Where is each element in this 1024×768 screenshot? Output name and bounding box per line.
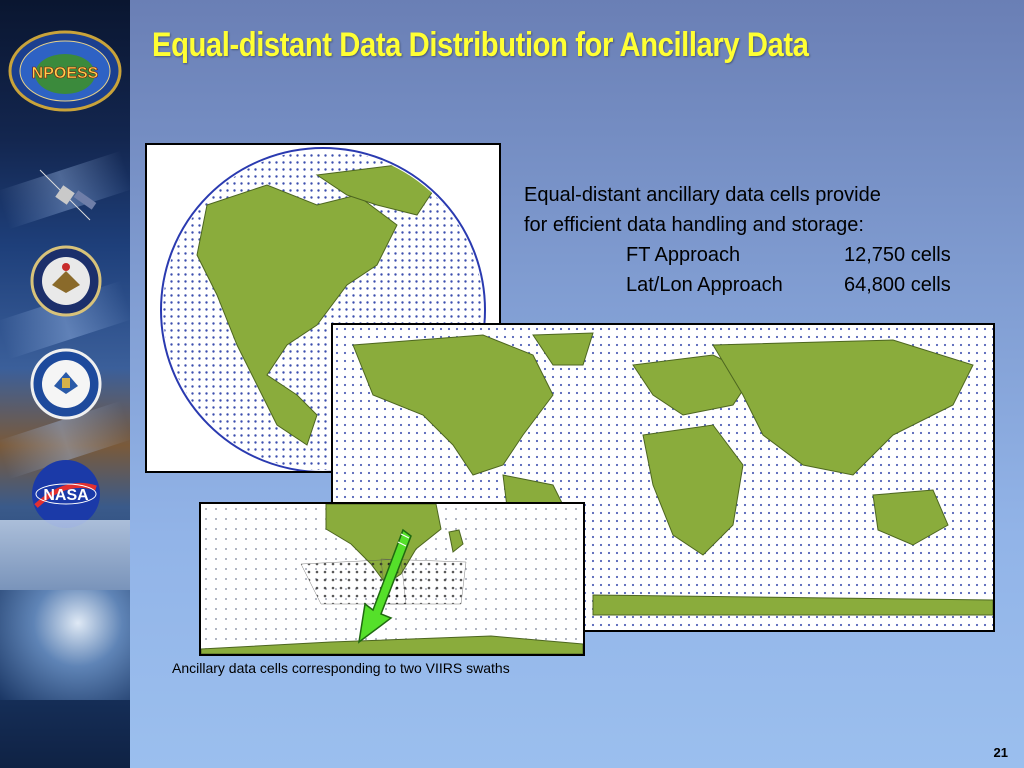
svg-text:NASA: NASA <box>43 487 89 504</box>
description-text: Equal-distant ancillary data cells provi… <box>524 180 1004 300</box>
svg-text:NPOESS: NPOESS <box>32 65 99 82</box>
nasa-logo-icon: NASA <box>32 460 100 528</box>
satellite-icon <box>39 169 97 221</box>
figure-caption: Ancillary data cells corresponding to tw… <box>172 660 510 676</box>
approach-name: FT Approach <box>626 244 741 266</box>
approach-cells: 12,750 cells <box>844 244 951 266</box>
approach-name: Lat/Lon Approach <box>626 274 783 296</box>
swath-arrow-icon <box>357 528 412 644</box>
ocean-wave-image <box>0 590 130 700</box>
swath-detail-image <box>199 502 585 656</box>
world-map-image <box>331 323 995 632</box>
coastal-city-image <box>0 520 130 590</box>
approach-cells: 64,800 cells <box>844 274 951 296</box>
page-title: Equal-distant Data Distribution for Anci… <box>152 26 809 64</box>
department-of-commerce-seal-icon <box>30 348 102 420</box>
approach-row: FT Approach 12,750 cells <box>524 240 1004 270</box>
page-number: 21 <box>993 745 1008 760</box>
intro-line-1: Equal-distant ancillary data cells provi… <box>524 184 881 206</box>
npoess-logo-icon: NPOESS <box>8 30 122 112</box>
department-of-defense-seal-icon <box>30 245 102 317</box>
sidebar-decoration: NPOESS NASA <box>0 0 130 768</box>
intro-line-2: for efficient data handling and storage: <box>524 214 864 236</box>
approach-row: Lat/Lon Approach 64,800 cells <box>524 270 1004 300</box>
